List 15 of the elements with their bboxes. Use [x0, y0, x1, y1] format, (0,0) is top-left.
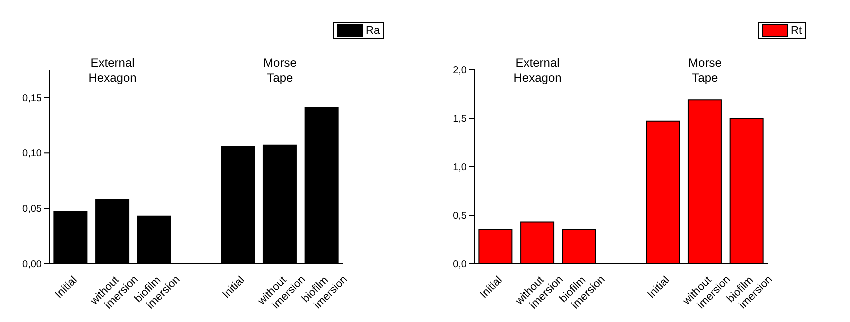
legend-label: Ra — [366, 24, 380, 36]
y-tick-label: 1,5 — [453, 114, 468, 126]
legend-label: Rt — [791, 24, 802, 36]
annotation: Morse Tape — [262, 56, 298, 86]
y-tick-label: 0,00 — [22, 260, 42, 271]
annotation: Morse Tape — [688, 56, 723, 86]
y-tick-label: 2,0 — [453, 66, 468, 77]
annotation: External Hexagon — [88, 56, 138, 86]
y-tick-label: 0,0 — [453, 260, 468, 271]
y-tick-label: 0,10 — [22, 148, 42, 160]
annotation: External Hexagon — [512, 56, 563, 86]
y-tick-label: 1,0 — [453, 162, 468, 174]
y-tick-label: 0,05 — [22, 204, 42, 216]
y-tick-label: 0,5 — [453, 211, 468, 222]
y-tick-label: 0,15 — [22, 93, 42, 104]
